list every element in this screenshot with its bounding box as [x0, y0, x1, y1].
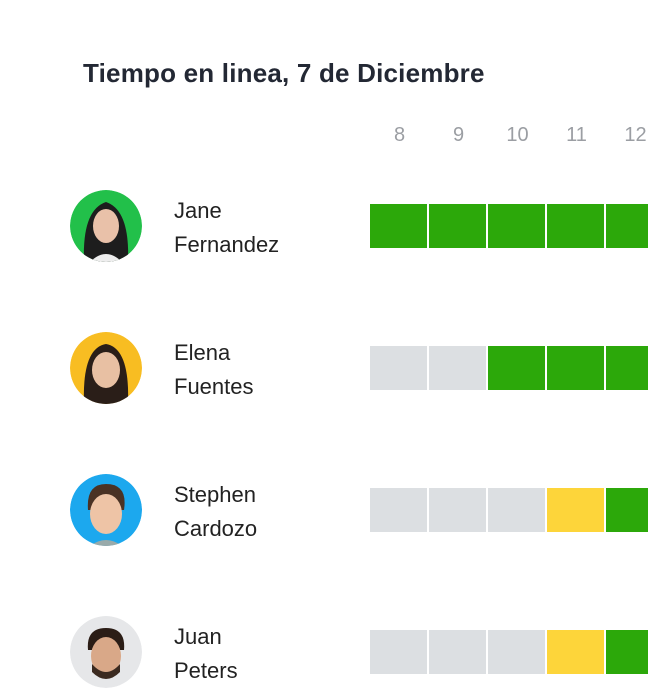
avatar-icon	[70, 474, 142, 546]
avatar	[70, 616, 142, 688]
time-cell	[547, 346, 604, 390]
time-cell	[370, 346, 427, 390]
time-cell	[606, 630, 648, 674]
avatar-icon	[70, 616, 142, 688]
time-cell	[429, 204, 486, 248]
time-cell	[488, 488, 545, 532]
hour-label: 11	[566, 124, 587, 146]
user-row: Jane Fernandez	[0, 190, 648, 270]
time-cell	[370, 488, 427, 532]
page-title: Tiempo en linea, 7 de Diciembre	[83, 58, 485, 88]
hour-axis: 8 9 10 11 12	[370, 124, 648, 147]
hour-label: 12	[624, 124, 647, 146]
hour-label: 10	[506, 124, 529, 146]
timeline	[370, 488, 648, 532]
time-cell	[370, 204, 427, 248]
user-name: Jane Fernandez	[174, 198, 280, 257]
time-cell	[429, 630, 486, 674]
timeline	[370, 630, 648, 674]
timeline	[370, 346, 648, 390]
avatar	[70, 474, 142, 546]
time-cell	[606, 346, 648, 390]
time-cell	[547, 204, 604, 248]
time-cell	[547, 630, 604, 674]
user-name: Stephen Cardozo	[174, 482, 258, 541]
time-cell	[370, 630, 427, 674]
time-cell	[547, 488, 604, 532]
time-cell	[488, 204, 545, 248]
time-cell	[488, 346, 545, 390]
time-cell	[606, 488, 648, 532]
user-row: Elena Fuentes	[0, 332, 648, 412]
time-cell	[488, 630, 545, 674]
user-row: Stephen Cardozo	[0, 474, 648, 554]
user-name: Juan Peters	[174, 624, 238, 683]
time-cell	[429, 488, 486, 532]
time-cell	[429, 346, 486, 390]
user-row: Juan Peters	[0, 616, 648, 696]
hour-label: 9	[452, 124, 465, 146]
avatar	[70, 332, 142, 404]
hour-label: 8	[393, 124, 406, 146]
avatar-icon	[70, 332, 142, 404]
user-name: Elena Fuentes	[174, 340, 254, 399]
avatar	[70, 190, 142, 262]
avatar-icon	[70, 190, 142, 262]
timeline	[370, 204, 648, 248]
time-cell	[606, 204, 648, 248]
